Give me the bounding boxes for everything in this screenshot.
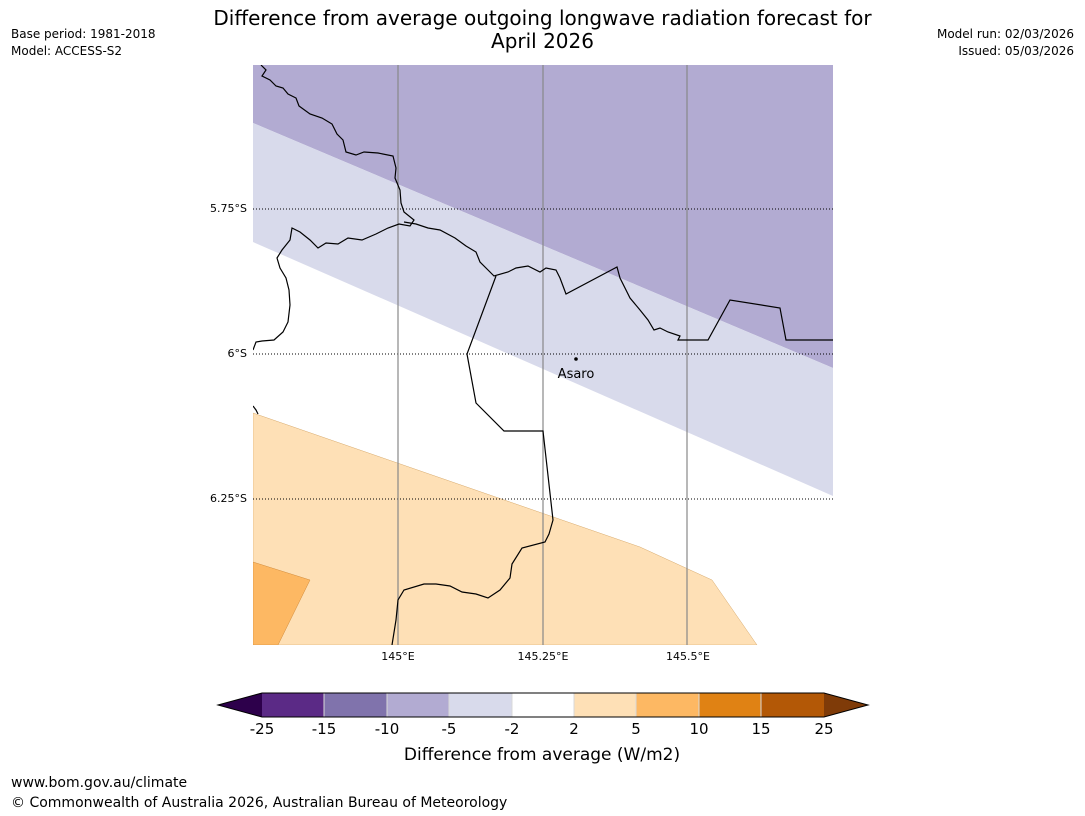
title-line-2: April 2026 (491, 29, 594, 53)
colorbar-tick-p5: 5 (631, 720, 641, 738)
lon-label-145-25: 145.25°E (517, 650, 569, 663)
colorbar-outline (216, 692, 870, 718)
colorbar-tick-m2: -2 (504, 720, 520, 738)
colorbar-tick-m5: -5 (441, 720, 457, 738)
colorbar-tick-p15: 15 (751, 720, 771, 738)
colorbar-tick-p10: 10 (689, 720, 709, 738)
footer-url[interactable]: www.bom.gov.au/climate (11, 775, 188, 791)
colorbar-swatch-m10-m5 (387, 693, 449, 717)
title-line-1: Difference from average outgoing longwav… (213, 6, 872, 30)
lon-label-145-5: 145.5°E (666, 650, 710, 663)
colorbar-swatch-m5-m2 (449, 693, 512, 717)
lat-label-5-75: 5.75°S (210, 202, 247, 215)
place-label-asaro: Asaro (558, 367, 595, 382)
province-boundary-fragment (253, 405, 259, 415)
colorbar (216, 692, 870, 718)
colorbar-overflow-arrow (824, 693, 868, 717)
colorbar-tick-m15: -15 (311, 720, 337, 738)
colorbar-swatch-m25-m15 (262, 693, 324, 717)
colorbar-swatch-m2-p2 (512, 693, 574, 717)
model-name: Model: ACCESS-S2 (11, 44, 123, 58)
province-boundary-ridge (403, 221, 833, 341)
colorbar-title: Difference from average (W/m2) (403, 745, 681, 765)
base-period: Base period: 1981-2018 (11, 27, 156, 41)
colorbar-tick-m25: -25 (249, 720, 275, 738)
lon-label-145: 145°E (381, 650, 415, 663)
colorbar-underflow-arrow (218, 693, 262, 717)
map-panel: Asaro (253, 65, 833, 645)
issued-date: Issued: 05/03/2026 (958, 44, 1074, 58)
colorbar-dividers (323, 693, 762, 717)
anomaly-band-p5-p10 (253, 561, 311, 645)
anomaly-band-p2-p5 (253, 412, 758, 645)
colorbar-tick-m10: -10 (374, 720, 400, 738)
colorbar-tick-p2: 2 (569, 720, 579, 738)
page-title: Difference from average outgoing longwav… (180, 7, 905, 53)
lat-label-6-25: 6.25°S (210, 492, 247, 505)
lat-label-6: 6°S (227, 347, 247, 360)
colorbar-swatch-p2-p5 (574, 693, 636, 717)
place-marker-asaro (574, 357, 578, 361)
colorbar-swatch-m15-m10 (324, 693, 387, 717)
colorbar-swatch-p5-p10 (636, 693, 699, 717)
model-run: Model run: 02/03/2026 (936, 27, 1074, 41)
colorbar-swatch-p10-p15 (699, 693, 761, 717)
footer-copyright: © Commonwealth of Australia 2026, Austra… (11, 795, 508, 811)
colorbar-tick-p25: 25 (814, 720, 834, 738)
province-boundary-east-west (391, 275, 554, 645)
colorbar-swatch-p15-p25 (761, 693, 824, 717)
